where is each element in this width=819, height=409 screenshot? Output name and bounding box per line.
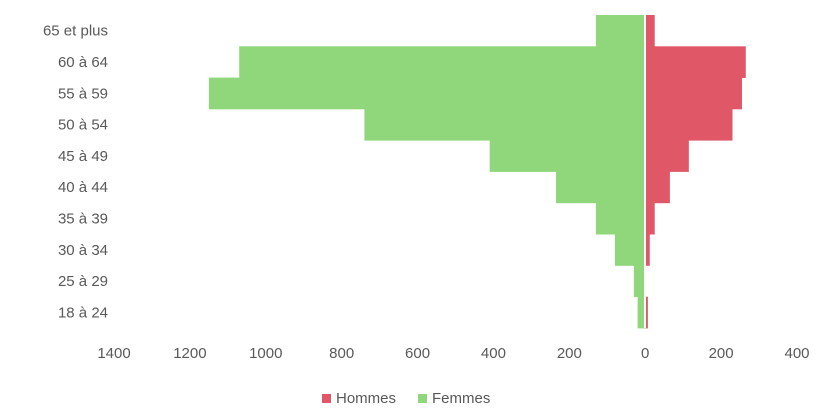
bar-femmes-7 <box>364 108 646 141</box>
bar-hommes-1 <box>645 296 648 329</box>
bar-femmes-9 <box>239 46 646 78</box>
category-label: 65 et plus <box>43 23 108 40</box>
category-label: 30 à 34 <box>58 242 108 259</box>
legend-label-hommes: Hommes <box>336 390 396 407</box>
x-tick-label: 1200 <box>173 345 206 362</box>
bar-femmes-10 <box>595 15 646 47</box>
legend-swatch-hommes <box>322 394 331 403</box>
x-axis-tick-labels: 1400 1200 1000 800 600 400 200 0 200 400 <box>97 345 809 362</box>
bar-femmes-2 <box>633 265 646 298</box>
x-tick-label: 400 <box>481 345 506 362</box>
category-label: 40 à 44 <box>58 179 108 196</box>
category-label: 50 à 54 <box>58 117 108 134</box>
category-label: 45 à 49 <box>58 148 108 165</box>
x-tick-label: 0 <box>641 345 649 362</box>
bar-hommes-4 <box>645 202 655 235</box>
bar-hommes-3 <box>645 234 650 266</box>
legend-swatch-femmes <box>418 394 428 403</box>
bar-hommes-5 <box>645 171 670 204</box>
femmes-bars <box>208 15 646 329</box>
bar-femmes-5 <box>556 171 646 204</box>
bar-femmes-8 <box>208 77 646 110</box>
x-tick-label: 200 <box>557 345 582 362</box>
legend: Hommes Femmes <box>322 390 490 407</box>
x-tick-label: 200 <box>709 345 734 362</box>
bar-hommes-8 <box>645 77 742 110</box>
category-labels: 18 à 24 25 à 29 30 à 34 35 à 39 40 à 44 45 à … <box>43 23 108 322</box>
legend-label-femmes: Femmes <box>432 390 490 407</box>
bar-femmes-3 <box>614 234 646 266</box>
category-label: 35 à 39 <box>58 210 108 227</box>
bar-femmes-1 <box>637 296 646 329</box>
bar-femmes-4 <box>595 202 646 235</box>
x-tick-label: 400 <box>784 345 809 362</box>
x-tick-label: 800 <box>329 345 354 362</box>
x-tick-label: 1400 <box>97 345 130 362</box>
category-label: 60 à 64 <box>58 54 108 71</box>
category-label: 55 à 59 <box>58 85 108 102</box>
category-label: 18 à 24 <box>58 304 108 321</box>
bar-hommes-6 <box>645 140 689 172</box>
category-label: 25 à 29 <box>58 273 108 290</box>
bar-hommes-10 <box>645 15 655 47</box>
bar-hommes-7 <box>645 108 733 141</box>
bar-femmes-6 <box>489 140 646 172</box>
x-tick-label: 1000 <box>249 345 282 362</box>
x-tick-label: 600 <box>405 345 430 362</box>
hommes-bars <box>645 15 746 329</box>
bar-hommes-9 <box>645 46 746 78</box>
